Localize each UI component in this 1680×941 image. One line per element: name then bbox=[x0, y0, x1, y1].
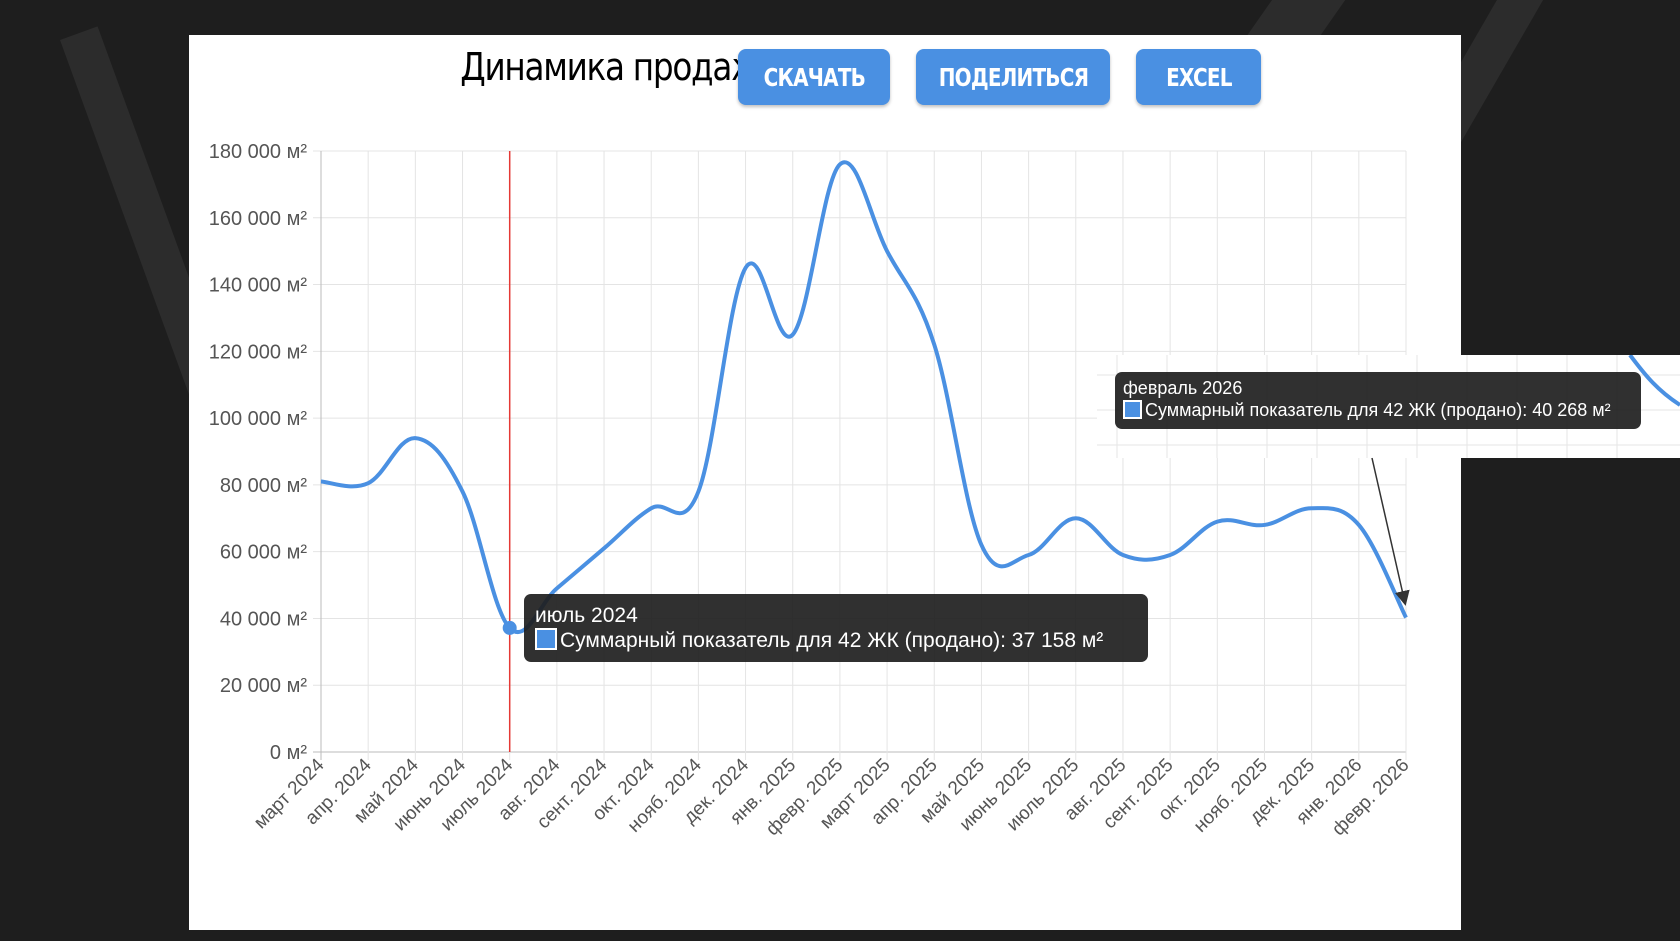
sales-line-chart[interactable]: 0 м² 20 000 м² 40 000 м² 60 000 м² 80 000 м²… bbox=[189, 35, 1461, 930]
inset-tooltip-title: февраль 2026 bbox=[1123, 378, 1243, 398]
y-tick-label: 0 м² bbox=[270, 742, 307, 764]
download-button-label: СКАЧАТЬ bbox=[763, 62, 865, 92]
share-button[interactable]: ПОДЕЛИТЬСЯ bbox=[916, 49, 1110, 105]
series-color-swatch bbox=[535, 628, 557, 650]
excel-button-label: EXCEL bbox=[1165, 62, 1232, 92]
inset-tooltip: февраль 2026 Суммарный показатель для 42… bbox=[1115, 372, 1641, 429]
inset-series-line bbox=[1628, 355, 1680, 407]
chart-tooltip: июль 2024 Суммарный показатель для 42 ЖК… bbox=[524, 594, 1148, 662]
tooltip-value: Суммарный показатель для 42 ЖК (продано)… bbox=[560, 629, 1104, 652]
zoom-inset: февраль 2026 Суммарный показатель для 42… bbox=[1097, 355, 1680, 458]
tooltip-title: июль 2024 bbox=[535, 604, 638, 627]
chart-panel: Динамика продаж СКАЧАТЬ ПОДЕЛИТЬСЯ EXCEL… bbox=[189, 35, 1461, 930]
y-tick-label: 20 000 м² bbox=[220, 675, 307, 697]
y-tick-label: 80 000 м² bbox=[220, 475, 307, 497]
share-button-label: ПОДЕЛИТЬСЯ bbox=[938, 62, 1088, 92]
download-button[interactable]: СКАЧАТЬ bbox=[738, 49, 890, 105]
y-tick-label: 40 000 м² bbox=[220, 608, 307, 630]
highlighted-data-point bbox=[502, 620, 517, 635]
chart-header: Динамика продаж СКАЧАТЬ ПОДЕЛИТЬСЯ EXCEL bbox=[189, 35, 1461, 135]
y-tick-label: 60 000 м² bbox=[220, 542, 307, 564]
excel-button[interactable]: EXCEL bbox=[1136, 49, 1261, 105]
inset-tooltip-value: Суммарный показатель для 42 ЖК (продано)… bbox=[1145, 400, 1611, 420]
y-tick-label: 120 000 м² bbox=[209, 341, 308, 363]
y-tick-label: 180 000 м² bbox=[209, 141, 308, 163]
y-tick-label: 100 000 м² bbox=[209, 408, 308, 430]
series-color-swatch bbox=[1123, 400, 1142, 419]
y-tick-label: 160 000 м² bbox=[209, 208, 308, 230]
y-tick-label: 140 000 м² bbox=[209, 275, 308, 297]
